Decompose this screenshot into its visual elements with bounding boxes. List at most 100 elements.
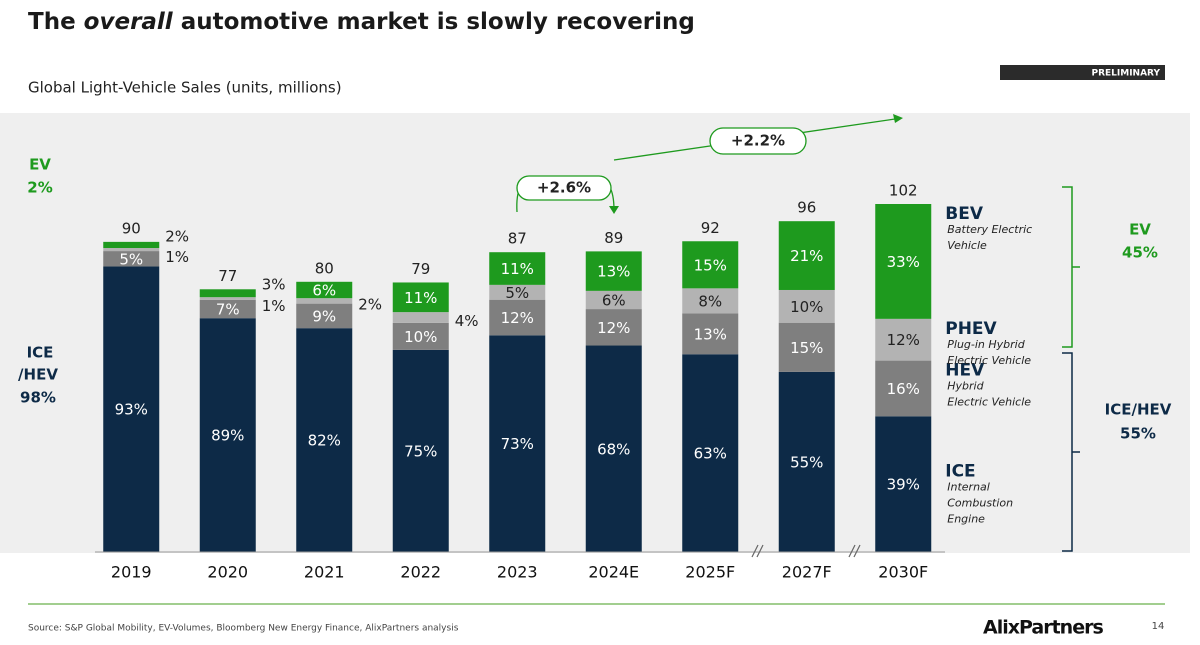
value-label: 6% bbox=[312, 281, 336, 299]
bar-segment bbox=[489, 252, 546, 285]
bar-segment bbox=[682, 354, 739, 552]
legend-description: Internal bbox=[947, 480, 990, 493]
bars: 93% 5% 1% 2% 90 2019 89% 7% 1% 3% 77 2020 82% 9% 6% 2% 8… bbox=[103, 182, 1032, 582]
total-label: 80 bbox=[315, 259, 334, 277]
total-label: 87 bbox=[508, 230, 527, 248]
bar-segment bbox=[392, 322, 449, 350]
x-tick-label: 2020 bbox=[207, 563, 248, 582]
value-label: 73% bbox=[501, 435, 534, 453]
legend-description: Electric Vehicle bbox=[947, 354, 1031, 367]
bar-segment bbox=[585, 290, 642, 310]
bar-segment bbox=[199, 299, 256, 319]
title-part: The bbox=[28, 9, 84, 35]
bar-segment bbox=[199, 318, 256, 552]
bar-segment bbox=[489, 299, 546, 336]
value-label: 12% bbox=[597, 319, 630, 337]
x-tick-label: 2027F bbox=[782, 563, 832, 582]
x-tick-label: 2019 bbox=[111, 563, 152, 582]
bar-segment bbox=[875, 360, 932, 417]
bar-segment bbox=[199, 297, 256, 300]
arrow-head bbox=[893, 114, 903, 123]
value-label: 15% bbox=[694, 256, 727, 274]
bar-segment bbox=[103, 251, 160, 267]
title-part: automotive market is slowly recovering bbox=[173, 9, 695, 35]
total-label: 102 bbox=[889, 182, 918, 200]
value-label: 13% bbox=[694, 325, 727, 343]
bar-segment bbox=[103, 266, 160, 552]
bar-segment bbox=[296, 328, 353, 552]
legend-description: Electric Vehicle bbox=[947, 396, 1031, 409]
legend-description: Plug-in Hybrid bbox=[947, 338, 1025, 351]
bar-segment bbox=[875, 318, 932, 361]
bar-segment bbox=[489, 284, 546, 300]
page-number: 14 bbox=[1152, 621, 1165, 632]
bar-segment bbox=[392, 312, 449, 323]
bar-segment bbox=[489, 335, 546, 552]
value-label: 89% bbox=[211, 427, 244, 445]
ev-share: 45% bbox=[1122, 244, 1158, 262]
value-label: 93% bbox=[115, 401, 148, 419]
x-tick-label: 2030F bbox=[878, 563, 928, 582]
value-label: 10% bbox=[404, 328, 437, 346]
bar-segment bbox=[778, 289, 835, 323]
ev-share: 2% bbox=[27, 179, 52, 197]
total-label: 79 bbox=[411, 260, 430, 278]
ice-share: 55% bbox=[1120, 425, 1156, 443]
bar-segment bbox=[392, 349, 449, 552]
value-label: 21% bbox=[790, 247, 823, 265]
ice-label: ICE/HEV bbox=[1105, 401, 1172, 419]
bar-segment bbox=[778, 221, 835, 290]
legend-label: ICE bbox=[945, 461, 975, 481]
value-label: 1% bbox=[165, 248, 189, 266]
legend-label: HEV bbox=[945, 361, 985, 381]
value-label: 12% bbox=[887, 331, 920, 349]
bar-segment bbox=[778, 371, 835, 552]
value-label: 13% bbox=[597, 263, 630, 281]
bar-segment bbox=[682, 313, 739, 355]
value-label: 16% bbox=[887, 380, 920, 398]
legend-description: Hybrid bbox=[947, 380, 984, 393]
source: Source: S&P Global Mobility, EV-Volumes,… bbox=[28, 624, 459, 634]
bar-segment bbox=[682, 288, 739, 314]
value-label: 11% bbox=[501, 260, 534, 278]
value-label: 5% bbox=[119, 250, 143, 268]
bar-segment bbox=[585, 309, 642, 346]
bar-segment bbox=[296, 303, 353, 329]
bar-segment bbox=[585, 345, 642, 552]
x-tick-label: 2021 bbox=[304, 563, 345, 582]
value-label: 2% bbox=[358, 295, 382, 313]
value-label: 9% bbox=[312, 307, 336, 325]
total-label: 96 bbox=[797, 199, 816, 217]
value-label: 8% bbox=[698, 292, 722, 310]
x-tick-label: 2022 bbox=[400, 563, 441, 582]
logo: AlixPartners bbox=[983, 617, 1103, 639]
growth-label: +2.6% bbox=[537, 179, 591, 197]
ice-share: 98% bbox=[20, 389, 56, 407]
value-label: 6% bbox=[602, 291, 626, 309]
growth-pill bbox=[516, 175, 612, 201]
growth-label: +2.2% bbox=[731, 132, 785, 150]
bar-segment bbox=[103, 241, 160, 249]
value-label: 5% bbox=[505, 284, 529, 302]
value-label: 7% bbox=[216, 300, 240, 318]
value-label: 3% bbox=[262, 276, 286, 294]
legend-label: BEV bbox=[945, 204, 984, 224]
value-label: 39% bbox=[887, 476, 920, 494]
value-label: 2% bbox=[165, 227, 189, 245]
bar-segment bbox=[296, 281, 353, 299]
title: The overall automotive market is slowly … bbox=[28, 9, 695, 35]
value-label: 33% bbox=[887, 253, 920, 271]
value-label: 63% bbox=[694, 445, 727, 463]
legend-label: PHEV bbox=[945, 319, 997, 339]
value-label: 82% bbox=[308, 432, 341, 450]
value-label: 11% bbox=[404, 289, 437, 307]
value-label: 55% bbox=[790, 453, 823, 471]
total-label: 89 bbox=[604, 229, 623, 247]
total-label: 90 bbox=[122, 219, 141, 237]
x-tick-label: 2025F bbox=[685, 563, 735, 582]
bar-segment bbox=[392, 282, 449, 313]
badge: PRELIMINARY bbox=[1091, 69, 1160, 79]
ice-label: /HEV bbox=[18, 366, 58, 384]
legend-description: Battery Electric bbox=[947, 223, 1032, 236]
